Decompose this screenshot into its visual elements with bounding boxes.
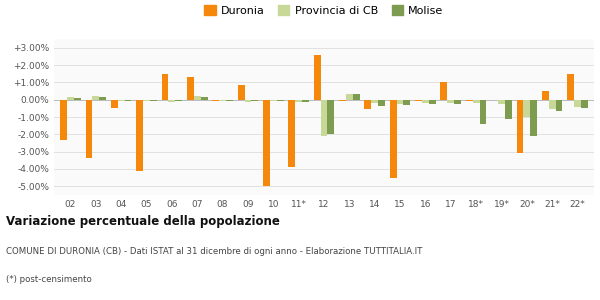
Bar	[200, 97, 208, 100]
Bar	[125, 100, 131, 101]
Bar	[289, 100, 295, 167]
Bar	[448, 100, 454, 103]
Bar	[143, 100, 150, 101]
Bar	[415, 100, 422, 101]
Bar	[371, 100, 378, 103]
Bar	[212, 100, 219, 101]
Bar	[567, 74, 574, 100]
Bar	[328, 100, 334, 134]
Bar	[346, 94, 353, 100]
Bar	[498, 100, 505, 104]
Bar	[530, 100, 537, 136]
Bar	[60, 100, 67, 140]
Bar	[339, 100, 346, 101]
Bar	[422, 100, 429, 103]
Text: Variazione percentuale della popolazione: Variazione percentuale della popolazione	[6, 214, 280, 227]
Bar	[238, 85, 245, 100]
Bar	[556, 100, 562, 111]
Bar	[219, 100, 226, 101]
Bar	[187, 77, 194, 100]
Bar	[574, 100, 581, 106]
Bar	[378, 100, 385, 106]
Bar	[169, 100, 175, 102]
Bar	[99, 97, 106, 100]
Bar	[67, 97, 74, 100]
Bar	[429, 100, 436, 104]
Bar	[353, 94, 359, 100]
Bar	[251, 100, 258, 101]
Text: (*) post-censimento: (*) post-censimento	[6, 274, 92, 284]
Bar	[397, 100, 403, 104]
Bar	[390, 100, 397, 178]
Bar	[136, 100, 143, 171]
Bar	[403, 100, 410, 105]
Bar	[111, 100, 118, 108]
Text: COMUNE DI DURONIA (CB) - Dati ISTAT al 31 dicembre di ogni anno - Elaborazione T: COMUNE DI DURONIA (CB) - Dati ISTAT al 3…	[6, 248, 422, 256]
Bar	[245, 100, 251, 102]
Bar	[517, 100, 523, 153]
Bar	[86, 100, 92, 158]
Bar	[523, 100, 530, 117]
Bar	[226, 100, 233, 101]
Bar	[473, 100, 479, 103]
Bar	[549, 100, 556, 109]
Bar	[364, 100, 371, 109]
Bar	[440, 82, 448, 100]
Legend: Duronia, Provincia di CB, Molise: Duronia, Provincia di CB, Molise	[200, 1, 448, 20]
Bar	[505, 100, 512, 119]
Bar	[277, 100, 284, 101]
Bar	[314, 55, 320, 100]
Bar	[320, 100, 328, 136]
Bar	[479, 100, 487, 124]
Bar	[118, 100, 125, 101]
Bar	[74, 98, 81, 100]
Bar	[466, 100, 473, 101]
Bar	[194, 96, 200, 100]
Bar	[175, 100, 182, 101]
Bar	[270, 100, 277, 101]
Bar	[581, 100, 588, 108]
Bar	[263, 100, 270, 186]
Bar	[150, 100, 157, 101]
Bar	[295, 100, 302, 102]
Bar	[302, 100, 309, 102]
Bar	[542, 91, 549, 100]
Bar	[454, 100, 461, 104]
Bar	[92, 96, 99, 100]
Bar	[161, 74, 169, 100]
